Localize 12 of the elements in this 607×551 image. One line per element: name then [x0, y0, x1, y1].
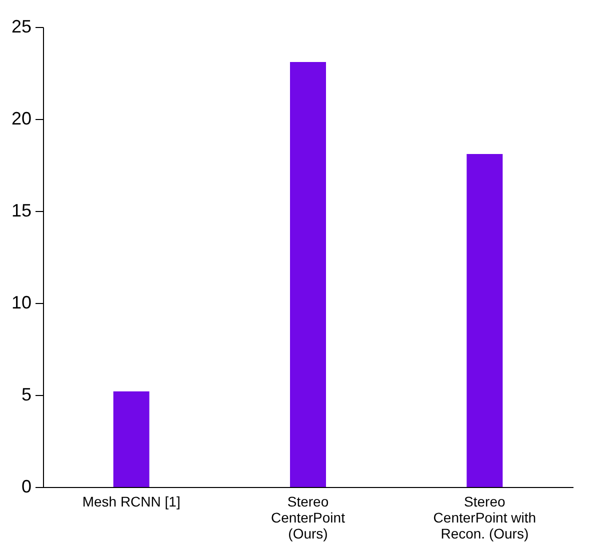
- y-tick-label: 5: [21, 384, 32, 404]
- y-tick-label: 15: [11, 200, 32, 220]
- bar: [113, 391, 150, 487]
- x-tick-label: Stereo CenterPoint with Recon. (Ours): [433, 494, 536, 542]
- bar: [466, 154, 503, 487]
- y-tick-label: 10: [11, 292, 32, 312]
- y-tick-label: 25: [11, 16, 32, 36]
- bar: [290, 62, 326, 487]
- y-tick-label: 0: [21, 476, 32, 496]
- y-tick-label: 20: [11, 108, 32, 128]
- x-tick-label: Mesh RCNN [1]: [82, 494, 180, 510]
- x-tick-label: Stereo CenterPoint (Ours): [271, 494, 346, 542]
